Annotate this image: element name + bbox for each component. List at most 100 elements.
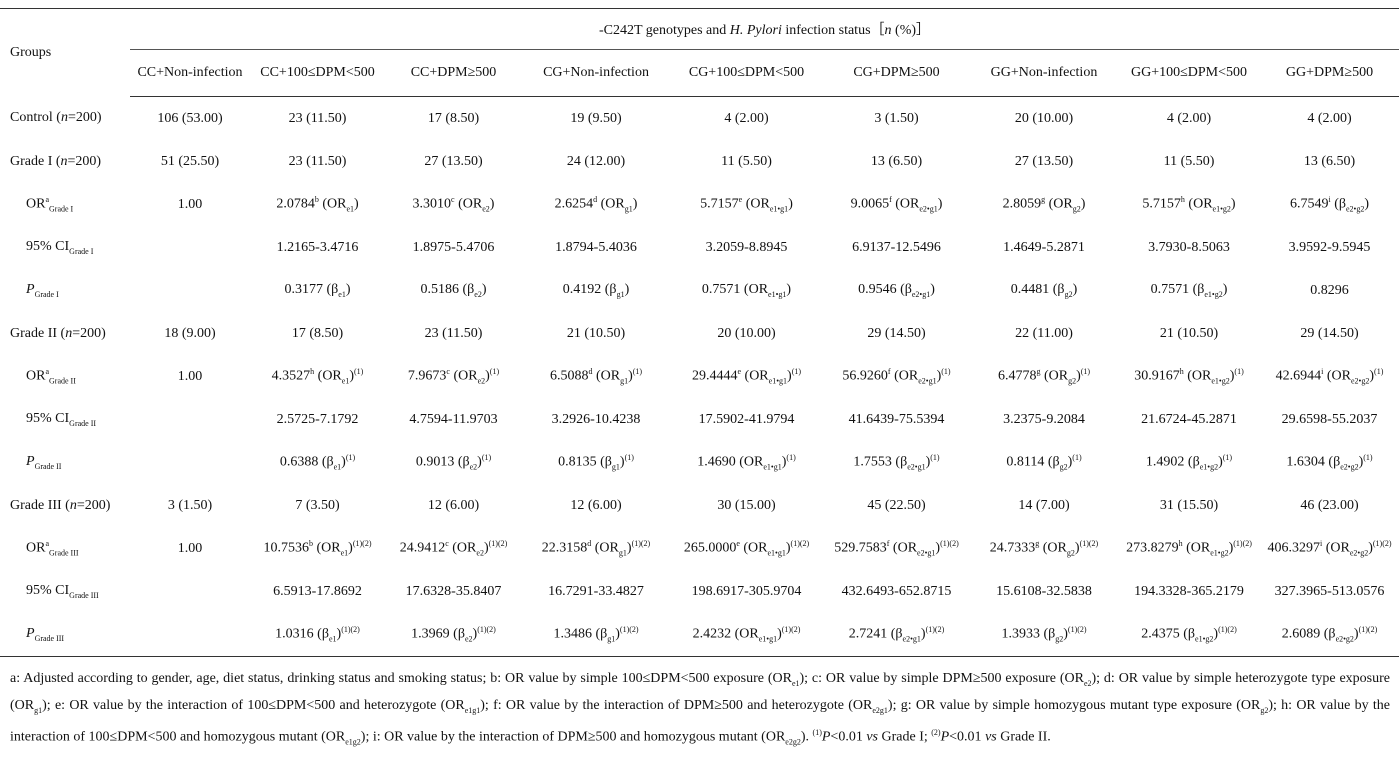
sup: (1) [1363,453,1373,463]
text: 406.3297 [1267,540,1320,556]
text: (OR [1045,196,1073,212]
text: ) [1076,368,1081,384]
text: 9.0065 [850,196,890,212]
cell: 9.0065f (ORe2•g1) [823,183,970,226]
text: ); c: OR value by simple DPM≥500 exposur… [799,671,1084,686]
sup: (1) [1080,367,1091,377]
sub: e2•g2 [1335,634,1354,644]
italic: P [26,454,35,470]
cell: 0.8296 [1310,282,1349,298]
text: 529.7583 [834,540,887,556]
cell: 194.3328-365.2179 [1134,583,1244,599]
text: ); f: OR value by the interaction of DPM… [480,697,873,713]
sub: e2•g2 [1349,548,1369,558]
sub: Grade II [34,461,62,471]
text: =200) [72,325,106,341]
cell: 29 (14.50) [1300,325,1359,341]
text: 1.0316 (β [275,626,329,642]
cell: 2.5725-7.1792 [276,411,359,427]
row-label: PGrade III [0,613,130,657]
cell: 2.4375 (βe1•g2)(1)(2) [1118,613,1260,657]
cell: 3.2375-9.2084 [1003,411,1085,427]
sub: e1•g1 [769,204,789,214]
text: 95% CI [26,583,70,599]
sup: e [738,195,743,205]
cell: 406.3297i (ORe2•g2)(1)(2) [1260,527,1399,570]
text: Grade I; [878,729,932,745]
text: infection status［ [781,23,885,38]
group-row: Grade II (n=200) 18 (9.00) 17 (8.50) 23 (11… [0,312,1399,355]
sup: e [736,539,740,549]
row-label: PGrade II [0,441,130,484]
sup: a [45,539,50,549]
sup: (1) [1222,453,1233,463]
sup: (1)(2) [1358,625,1378,635]
sup: (1) [930,453,940,463]
text: ) [619,454,625,470]
text: ) [483,540,489,556]
text: (OR [592,368,621,384]
cell: 29.4444e (ORe1•g1)(1) [670,355,823,398]
text: (OR [891,196,920,212]
cell: 30.9167h (ORe1•g2)(1) [1118,355,1260,398]
sub: e2g1 [872,705,888,715]
data-table: Groups -C242T genotypes and H. Pylori in… [0,8,1399,657]
cell: 0.7571 (βe1•g2) [1118,269,1260,312]
text: (OR [1183,368,1212,384]
sub: Grade II [69,418,97,428]
cell [130,269,250,312]
text: 2.0784 [276,196,315,212]
sub: g1 [611,462,620,472]
row-label: Control (n=200) [0,97,130,141]
sup: g [1041,195,1046,205]
italic: n [60,153,68,169]
sub: e1 [346,204,354,214]
text: OR [26,196,46,212]
cell: 13 (6.50) [870,153,923,169]
group-header: -C242T genotypes and H. Pylori infection… [130,8,1399,50]
cell: 2.7241 (βe2•g1)(1)(2) [823,613,970,657]
sup: (1)(2) [477,625,496,635]
cell: 56.9260f (ORe2•g1)(1) [823,355,970,398]
text: 95% CI [26,239,70,255]
text: =200) [67,153,102,169]
sub: e1•g2 [1204,289,1223,299]
sup: e [737,367,742,377]
italic: P [26,282,35,298]
cell: 2.6089 (βe2•g2)(1)(2) [1260,613,1399,657]
text: ) [787,368,792,384]
sup: g [1036,367,1041,377]
text: ) [1074,540,1080,556]
cell: 23 (11.50) [424,325,483,341]
row-label: Grade III (n=200) [0,484,130,527]
italic: n [65,325,73,341]
sup: (1)(2) [1079,539,1099,549]
column-header: CC+100≤DPM<500 [250,49,385,97]
cell: 1.6304 (βe2•g2)(1) [1260,441,1399,484]
sup: (1)(2) [940,539,959,549]
text: (OR [1039,540,1067,556]
text: ) [1218,454,1223,470]
sup: f [889,195,892,205]
sub: e2 [482,204,490,214]
sup: d [588,367,593,377]
cell: 19 (9.50) [570,110,622,126]
sup: (1) [624,453,634,463]
text: 1.4690 (OR [697,454,764,470]
cell: 198.6917-305.9704 [691,583,802,599]
text: 1.4902 (β [1145,454,1200,470]
cell: 29.6598-55.2037 [1281,411,1378,427]
sub: e1 [341,376,350,386]
text: ). [800,729,813,745]
sup: f [887,367,891,377]
cell: 4.7594-11.9703 [409,411,498,427]
sub: Grade III [69,590,99,600]
sub: e1 [338,289,346,299]
text: 6.5088 [549,368,589,384]
sub-row: ORaGrade I 1.00 2.0784b (ORe1) 3.3010c (ORe… [0,183,1399,226]
cell: 2.8059g (ORg2) [970,183,1118,226]
cell [130,570,250,613]
cell: 2.4232 (ORe1•g1)(1)(2) [670,613,823,657]
text: ); e: OR value by the interaction of 100… [42,697,465,713]
